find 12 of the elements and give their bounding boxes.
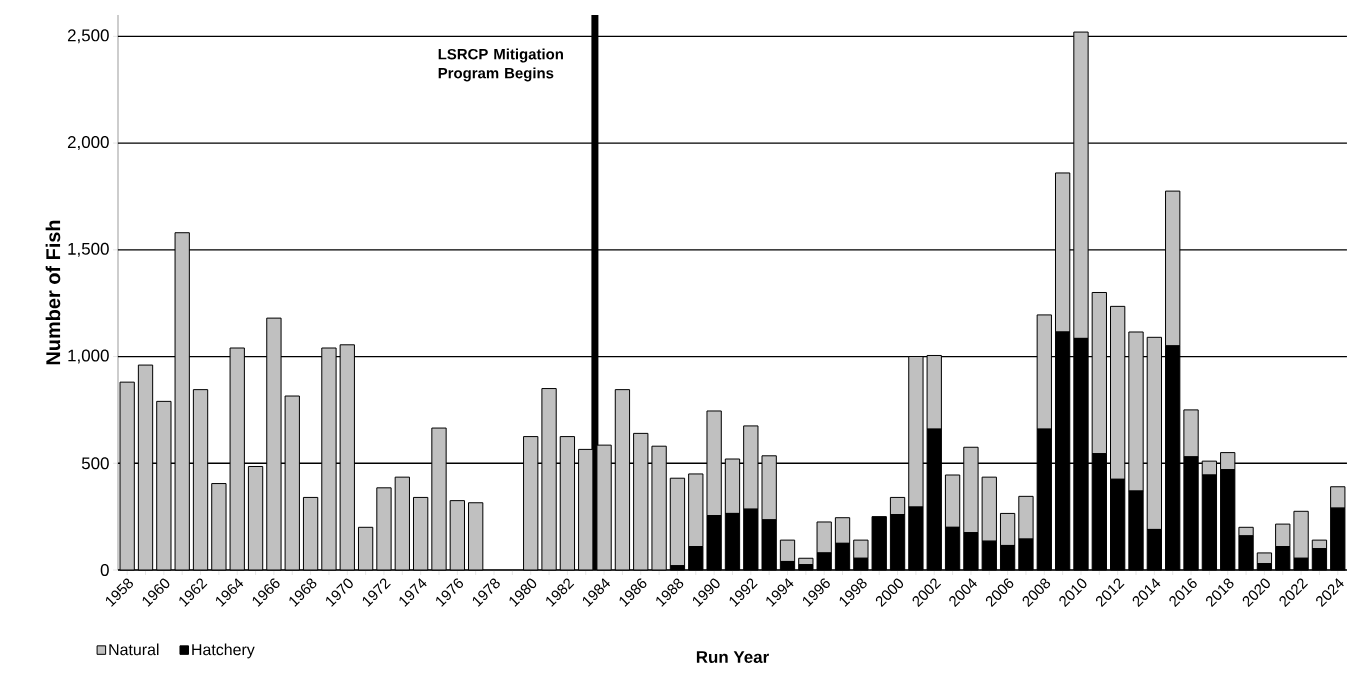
- y-tick-label: 1,000: [68, 349, 109, 364]
- y-tick-label: 2,000: [67, 136, 109, 151]
- x-axis-title: Run Year: [696, 651, 769, 664]
- ref-line-label: LSRCP Mitigation Program Begins: [438, 48, 563, 82]
- y-tick-label: 500: [81, 457, 109, 470]
- legend-label: Hatchery: [192, 643, 255, 659]
- bar: [669, 477, 686, 567]
- y-axis-title: Number of Fish: [45, 220, 61, 365]
- legend-label: Natural: [109, 643, 159, 656]
- y-tick-label: 2,500: [67, 29, 109, 44]
- y-tick-label: 0: [100, 564, 109, 576]
- y-tick-label: 1,500: [68, 242, 109, 257]
